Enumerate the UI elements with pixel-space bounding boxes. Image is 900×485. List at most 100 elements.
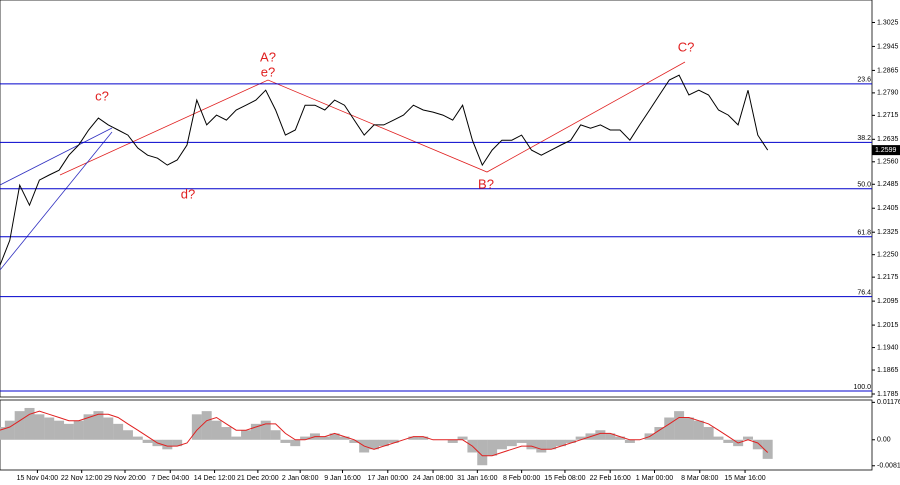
- macd-bar: [487, 439, 498, 456]
- macd-bar: [349, 439, 360, 443]
- macd-bar: [575, 436, 586, 440]
- macd-bar: [693, 420, 704, 440]
- channel-line: [0, 131, 113, 271]
- macd-bar: [388, 439, 399, 443]
- macd-bar: [368, 439, 379, 450]
- price-line: [0, 74, 769, 266]
- fib-label: 76.4: [857, 289, 871, 296]
- macd-bar: [44, 417, 55, 440]
- macd-bar: [191, 414, 202, 440]
- wave-line: [59, 61, 686, 176]
- macd-bar: [477, 439, 488, 466]
- x-tick-label: 15 Feb 08:00: [544, 475, 585, 482]
- y-tick-label: 1.2325: [877, 229, 899, 236]
- x-tick-label: 7 Dec 04:00: [151, 475, 189, 482]
- x-tick-label: 15 Mar 16:00: [724, 475, 765, 482]
- x-tick-label: 9 Jan 16:00: [324, 475, 361, 482]
- macd-bar: [555, 439, 566, 447]
- macd-bar: [506, 439, 517, 447]
- macd-bar: [654, 427, 665, 440]
- macd-bar: [24, 407, 35, 440]
- fib-label: 61.8: [857, 230, 871, 237]
- x-tick-label: 29 Nov 20:00: [104, 475, 146, 482]
- y-tick-label: -0.00817: [877, 463, 900, 470]
- macd-bar: [565, 439, 576, 443]
- x-tick-label: 14 Dec 12:00: [194, 475, 236, 482]
- macd-bar: [250, 423, 261, 440]
- macd-bar: [73, 420, 84, 440]
- x-tick-label: 8 Feb 00:00: [503, 475, 540, 482]
- macd-bar: [319, 436, 330, 440]
- macd-bar: [615, 436, 626, 440]
- y-tick-label: 1.2865: [877, 67, 899, 74]
- macd-bar: [516, 439, 527, 443]
- macd-bar: [63, 423, 74, 440]
- macd-bar: [132, 436, 143, 440]
- x-tick-label: 8 Mar 08:00: [681, 475, 718, 482]
- price-panel: [0, 0, 873, 398]
- fib-label: 50.0: [857, 182, 871, 189]
- macd-bar: [378, 439, 389, 447]
- macd-bar: [624, 439, 635, 443]
- macd-signal: [0, 410, 769, 457]
- macd-bar: [496, 439, 507, 450]
- x-tick-label: 17 Jan 00:00: [368, 475, 409, 482]
- macd-bar: [526, 439, 537, 450]
- macd-bar: [280, 439, 291, 443]
- macd-bar: [339, 436, 350, 440]
- price-tag: [872, 145, 900, 156]
- fib-label: 23.6: [857, 77, 871, 84]
- y-tick-label: 1.1865: [877, 367, 899, 374]
- x-tick-label: 1 Mar 00:00: [636, 475, 673, 482]
- macd-bar: [595, 430, 606, 440]
- y-tick-label: 1.2790: [877, 90, 899, 97]
- macd-bar: [201, 411, 212, 440]
- y-tick-label: 1.2560: [877, 159, 899, 166]
- macd-bar: [290, 439, 301, 447]
- x-tick-label: 22 Feb 16:00: [590, 475, 631, 482]
- macd-bar: [231, 436, 242, 440]
- macd-bar: [447, 439, 458, 443]
- fib-label: 38.2: [857, 135, 871, 142]
- price-tag-label: 1.2599: [875, 147, 897, 154]
- macd-bar: [221, 427, 232, 440]
- y-tick-label: 1.2250: [877, 252, 899, 259]
- channel-line: [0, 127, 113, 186]
- wave-label: C?: [678, 39, 695, 54]
- macd-bar: [605, 433, 616, 440]
- macd-bar: [762, 439, 773, 459]
- y-tick-label: 1.2485: [877, 181, 899, 188]
- macd-bar: [260, 420, 271, 440]
- macd-bar: [93, 411, 104, 440]
- x-tick-label: 22 Nov 12:00: [61, 475, 103, 482]
- x-tick-label: 15 Nov 04:00: [17, 475, 59, 482]
- macd-bar: [329, 433, 340, 440]
- macd-bar: [4, 420, 15, 440]
- macd-bar: [457, 436, 468, 440]
- macd-bar: [703, 427, 714, 440]
- macd-bar: [270, 430, 281, 440]
- macd-bar: [674, 411, 685, 440]
- macd-bar: [742, 436, 753, 440]
- macd-bar: [34, 414, 45, 440]
- y-tick-label: 1.2175: [877, 274, 899, 281]
- macd-bar: [664, 417, 675, 440]
- y-tick-label: 1.1940: [877, 344, 899, 351]
- macd-bar: [162, 439, 173, 450]
- macd-bar: [683, 417, 694, 440]
- y-tick-label: 1.2945: [877, 43, 899, 50]
- wave-label: B?: [478, 176, 494, 191]
- y-tick-label: 1.2405: [877, 205, 899, 212]
- y-tick-label: 1.2095: [877, 298, 899, 305]
- y-tick-label: 1.2635: [877, 136, 899, 143]
- y-tick-label: 0.01176: [877, 399, 900, 406]
- macd-bar: [142, 439, 153, 443]
- macd-bar: [418, 436, 429, 440]
- y-tick-label: 0.00: [877, 437, 891, 444]
- macd-bar: [241, 430, 252, 440]
- macd-bar: [103, 417, 114, 440]
- x-tick-label: 21 Dec 20:00: [237, 475, 279, 482]
- macd-bar: [113, 423, 124, 440]
- wave-label: d?: [181, 186, 195, 201]
